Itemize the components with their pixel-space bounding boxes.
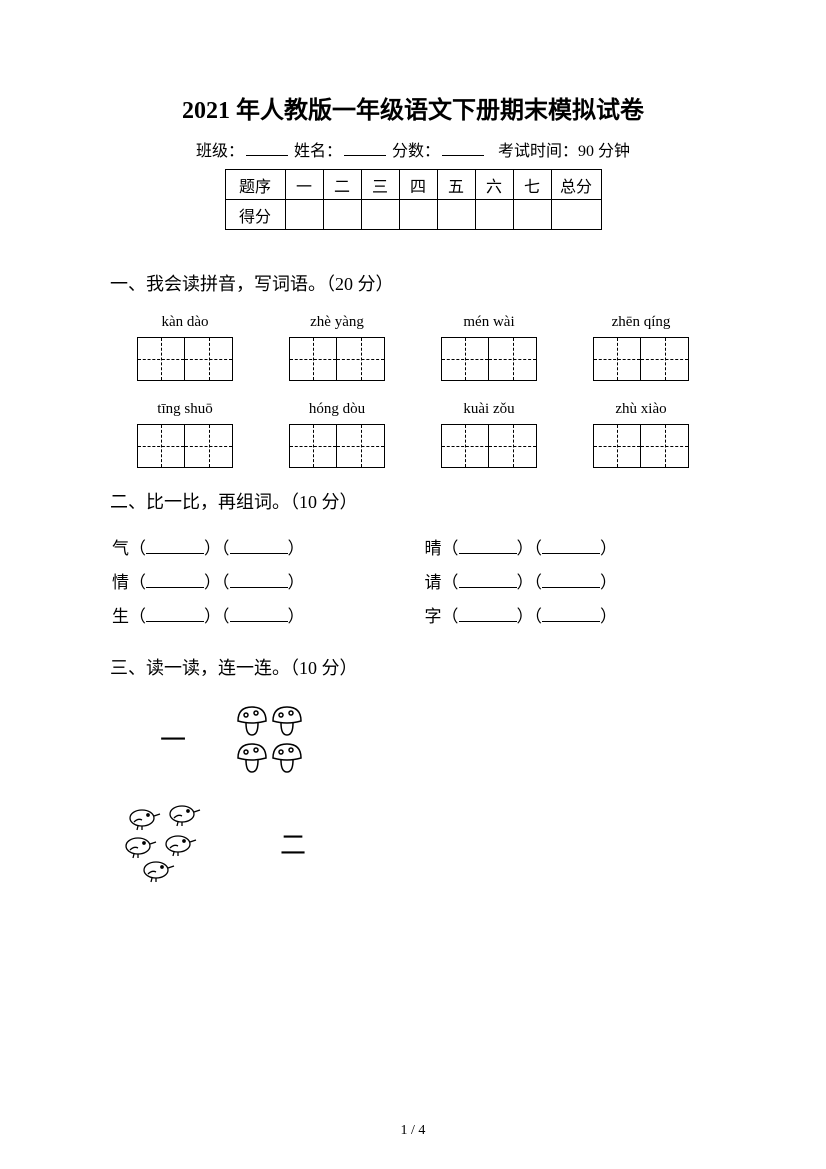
compare-col-left: 气（）（） 情（）（） 生（）（）	[112, 532, 305, 634]
compare-item: 情（）（）	[112, 566, 305, 600]
match-area: 一	[110, 698, 716, 888]
table-row: 得分	[225, 200, 601, 230]
compare-item: 晴（）（）	[425, 532, 618, 566]
char-label: 晴	[425, 539, 442, 558]
pinyin-label: hóng dòu	[309, 401, 365, 418]
char-label: 情	[112, 573, 129, 592]
hanzi-box[interactable]	[441, 337, 537, 381]
word-blank[interactable]	[230, 540, 288, 554]
pinyin-label: zhù xiào	[615, 401, 666, 418]
match-label: 二	[280, 825, 306, 862]
pinyin-item: mén wài	[424, 314, 554, 381]
table-row: 题序 一 二 三 四 五 六 七 总分	[225, 170, 601, 200]
pinyin-label: mén wài	[463, 314, 514, 331]
score-cell[interactable]	[475, 200, 513, 230]
pinyin-label: tīng shuō	[157, 401, 212, 418]
score-cell[interactable]	[513, 200, 551, 230]
word-blank[interactable]	[146, 574, 204, 588]
section1-heading: 一、我会读拼音，写词语。（20 分）	[110, 270, 716, 296]
compare-item: 字（）（）	[425, 600, 618, 634]
class-blank[interactable]	[246, 140, 288, 156]
match-row: 一	[160, 698, 716, 778]
word-blank[interactable]	[146, 540, 204, 554]
col-head: 四	[399, 170, 437, 200]
score-blank[interactable]	[442, 140, 484, 156]
col-head: 六	[475, 170, 513, 200]
pinyin-label: kuài zǒu	[463, 401, 514, 418]
name-label: 姓名：	[294, 143, 342, 160]
col-head: 二	[323, 170, 361, 200]
hanzi-box[interactable]	[289, 337, 385, 381]
hanzi-box[interactable]	[441, 424, 537, 468]
col-head: 七	[513, 170, 551, 200]
char-label: 字	[425, 607, 442, 626]
compare-item: 请（）（）	[425, 566, 618, 600]
hanzi-box[interactable]	[593, 424, 689, 468]
pinyin-row: tīng shuō hóng dòu kuài zǒu zhù xiào	[110, 401, 716, 468]
exam-title: 2021 年人教版一年级语文下册期末模拟试卷	[110, 90, 716, 125]
score-label: 分数：	[392, 143, 440, 160]
word-blank[interactable]	[459, 540, 517, 554]
pinyin-item: tīng shuō	[120, 401, 250, 468]
mushroom-icon	[226, 698, 316, 778]
word-blank[interactable]	[542, 540, 600, 554]
total-head: 总分	[551, 170, 601, 200]
word-blank[interactable]	[230, 574, 288, 588]
row-label: 得分	[225, 200, 285, 230]
hanzi-box[interactable]	[137, 337, 233, 381]
compare-col-right: 晴（）（） 请（）（） 字（）（）	[425, 532, 618, 634]
col-head: 五	[437, 170, 475, 200]
word-blank[interactable]	[542, 574, 600, 588]
score-cell[interactable]	[399, 200, 437, 230]
score-cell[interactable]	[361, 200, 399, 230]
bird-icon	[120, 798, 230, 888]
match-row: 二	[120, 798, 716, 888]
col-head: 一	[285, 170, 323, 200]
score-table: 题序 一 二 三 四 五 六 七 总分 得分	[225, 169, 602, 230]
compare-grid: 气（）（） 情（）（） 生（）（） 晴（）（） 请（）（） 字（）（）	[110, 532, 716, 634]
pinyin-row: kàn dào zhè yàng mén wài zhēn qíng	[110, 314, 716, 381]
compare-item: 气（）（）	[112, 532, 305, 566]
compare-item: 生（）（）	[112, 600, 305, 634]
score-cell[interactable]	[285, 200, 323, 230]
char-label: 请	[425, 573, 442, 592]
pinyin-item: zhù xiào	[576, 401, 706, 468]
pinyin-item: hóng dòu	[272, 401, 402, 468]
word-blank[interactable]	[459, 608, 517, 622]
col-head: 三	[361, 170, 399, 200]
pinyin-item: kàn dào	[120, 314, 250, 381]
row-label: 题序	[225, 170, 285, 200]
match-label: 一	[160, 720, 186, 757]
exam-time: 考试时间：90 分钟	[498, 143, 630, 160]
pinyin-item: zhēn qíng	[576, 314, 706, 381]
word-blank[interactable]	[459, 574, 517, 588]
score-cell[interactable]	[323, 200, 361, 230]
section3-heading: 三、读一读，连一连。（10 分）	[110, 654, 716, 680]
section2-heading: 二、比一比，再组词。（10 分）	[110, 488, 716, 514]
pinyin-label: zhēn qíng	[612, 314, 671, 331]
pinyin-label: zhè yàng	[310, 314, 364, 331]
pinyin-label: kàn dào	[161, 314, 208, 331]
word-blank[interactable]	[542, 608, 600, 622]
hanzi-box[interactable]	[593, 337, 689, 381]
class-label: 班级：	[196, 143, 244, 160]
page-number: 1 / 4	[0, 1123, 826, 1139]
word-blank[interactable]	[146, 608, 204, 622]
score-cell[interactable]	[551, 200, 601, 230]
word-blank[interactable]	[230, 608, 288, 622]
name-blank[interactable]	[344, 140, 386, 156]
char-label: 气	[112, 539, 129, 558]
score-cell[interactable]	[437, 200, 475, 230]
hanzi-box[interactable]	[289, 424, 385, 468]
pinyin-item: zhè yàng	[272, 314, 402, 381]
hanzi-box[interactable]	[137, 424, 233, 468]
pinyin-item: kuài zǒu	[424, 401, 554, 468]
char-label: 生	[112, 607, 129, 626]
info-line: 班级： 姓名： 分数： 考试时间：90 分钟	[110, 137, 716, 161]
